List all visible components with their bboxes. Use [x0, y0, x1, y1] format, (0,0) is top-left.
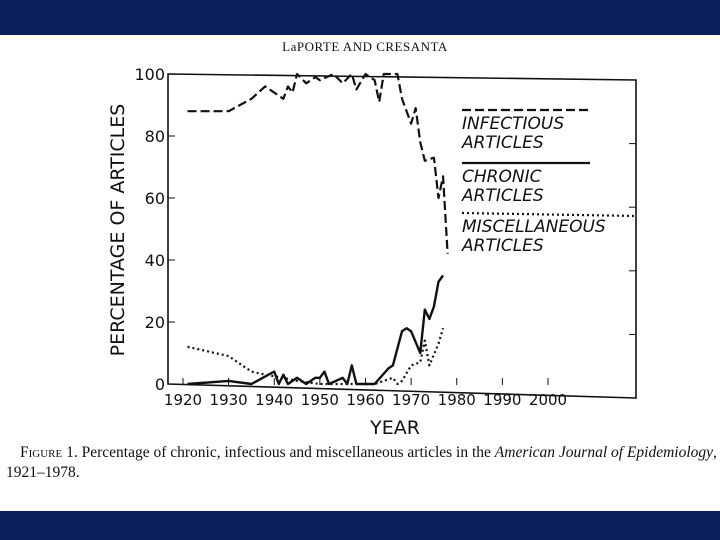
y-tick-label: 60: [145, 189, 165, 208]
x-tick-label: 1960: [346, 391, 384, 409]
caption-tail: , 1921–1978.: [6, 444, 717, 481]
x-axis-label: YEAR: [369, 417, 420, 439]
series-line-solid: [187, 274, 445, 386]
bottom-band: [0, 511, 720, 540]
x-tick-label: 2000: [529, 391, 567, 409]
x-tick-label: 1970: [392, 391, 430, 409]
legend-swatch: [461, 211, 637, 218]
x-tick-label: 1920: [164, 391, 202, 409]
y-tick-label: 0: [155, 375, 165, 394]
x-tick-label: 1940: [255, 391, 293, 409]
caption-text: Percentage of chronic, infectious and mi…: [81, 444, 495, 461]
y-tick-label: 100: [134, 65, 165, 84]
page-header: LaPORTE AND CRESANTA: [282, 39, 448, 54]
legend-label: INFECTIOUS ARTICLES: [461, 114, 564, 153]
y-tick-label: 40: [145, 251, 165, 270]
figure-label: Figure 1.: [20, 444, 78, 461]
legend-label: CHRONIC ARTICLES: [461, 167, 544, 206]
x-tick-label: 1980: [438, 391, 476, 409]
y-axis-label: PERCENTAGE OF ARTICLES: [107, 104, 129, 357]
y-tick-label: 20: [145, 313, 165, 332]
caption-journal: American Journal of Epidemiology: [494, 444, 714, 461]
y-tick-label: 80: [145, 127, 165, 146]
top-band: [0, 0, 720, 35]
x-tick-label: 1990: [483, 391, 521, 409]
x-tick-label: 1950: [301, 391, 339, 409]
series-line-dashed: [187, 72, 449, 254]
legend-label: MISCELLANEOUS ARTICLES: [461, 217, 606, 256]
figure-caption: Figure 1. Percentage of chronic, infecti…: [6, 443, 718, 483]
x-tick-label: 1930: [210, 391, 248, 409]
series-line-dotted: [187, 327, 445, 386]
